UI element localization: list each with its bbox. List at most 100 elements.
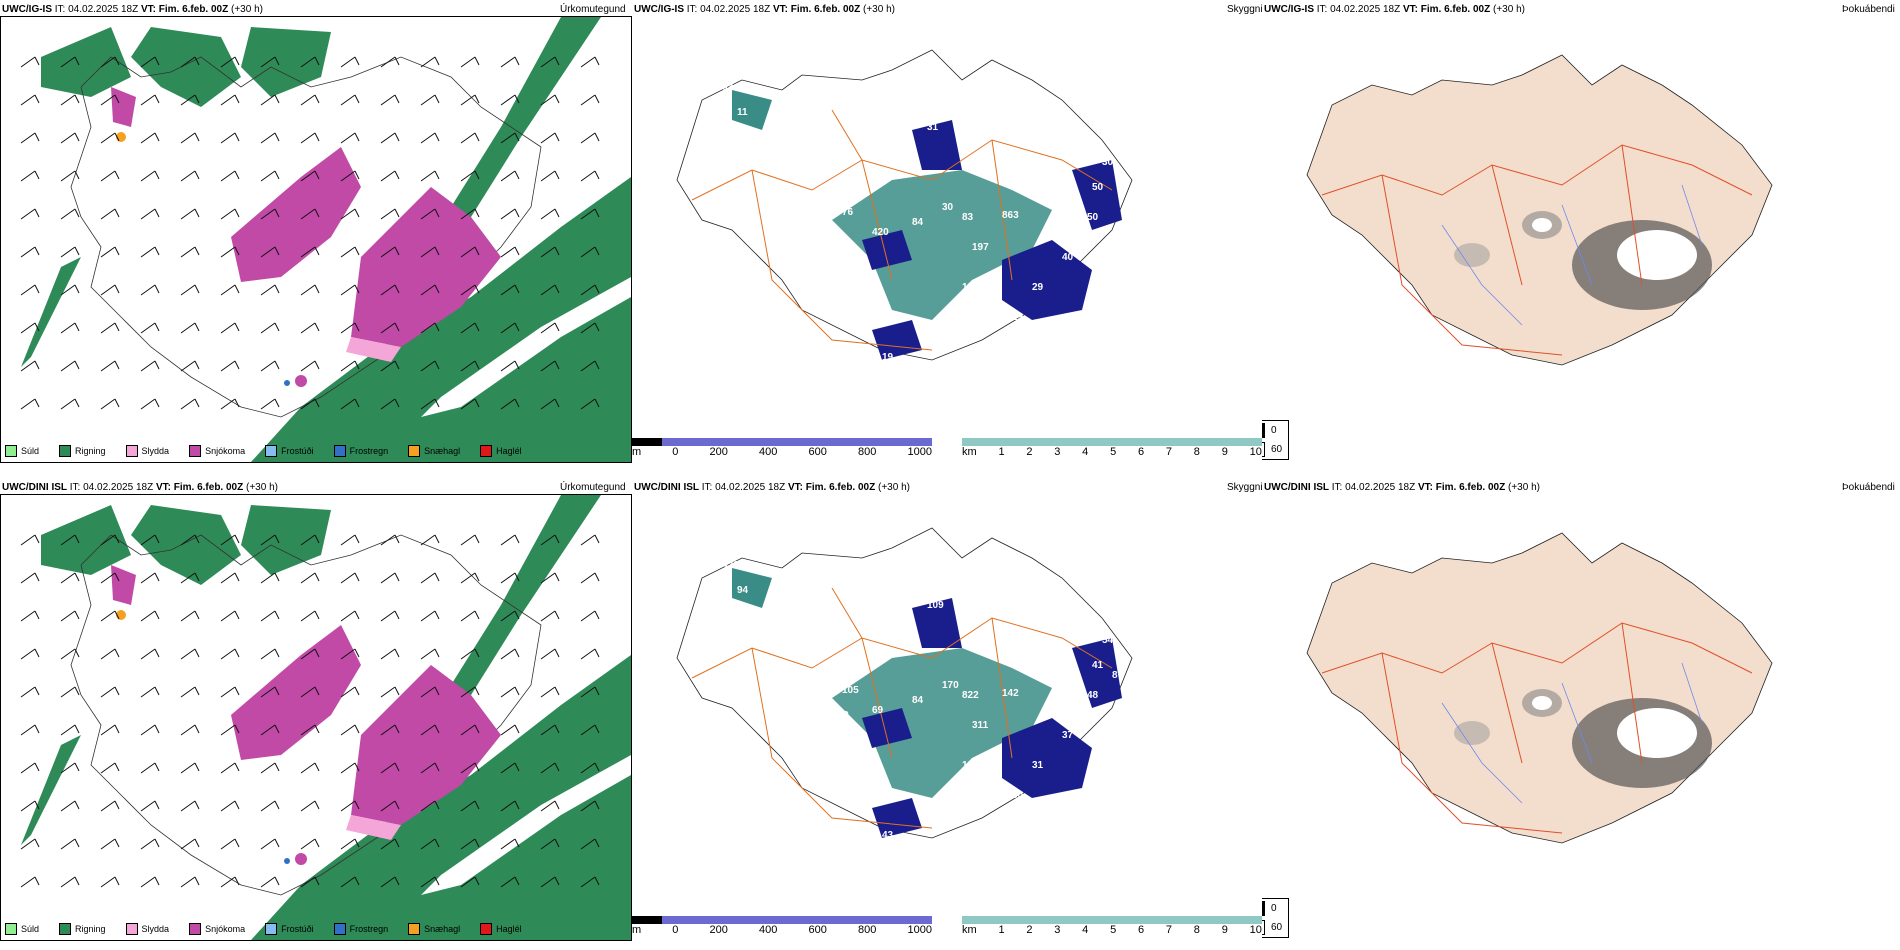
wind-barb-flag	[554, 534, 560, 544]
low-visibility-area	[832, 648, 1052, 798]
legend-swatch	[408, 923, 421, 935]
wind-barb-flag	[34, 170, 40, 180]
wind-barb-flag	[74, 284, 80, 294]
low-ceiling-s	[872, 320, 922, 360]
wind-barb	[340, 648, 356, 660]
road-network	[691, 109, 1113, 351]
wind-barb-flag	[514, 208, 520, 218]
wind-barb	[100, 610, 116, 622]
ceiling-label: 43	[882, 830, 894, 841]
wind-barb	[540, 610, 556, 622]
scale-tick: 1	[998, 924, 1005, 936]
wind-barb	[340, 246, 356, 258]
wind-barb	[300, 208, 316, 220]
ceiling-label: 84	[912, 695, 924, 706]
wind-barb	[340, 284, 356, 296]
wind-barb-flag	[314, 572, 320, 582]
wind-barb	[180, 284, 196, 296]
wind-barb-flag	[434, 534, 440, 544]
wind-barb	[420, 838, 436, 850]
wind-barb	[420, 800, 436, 812]
wind-barb-flag	[154, 170, 160, 180]
fog-road-network	[1321, 622, 1753, 834]
ceiling-label: 420	[872, 227, 889, 238]
wind-barb-flag	[154, 56, 160, 66]
wind-barb-flag	[554, 800, 560, 810]
wind-barb	[60, 686, 76, 698]
rain-area-north	[131, 27, 241, 107]
wind-barb-flag	[74, 648, 80, 658]
wind-barb	[60, 876, 76, 888]
wind-barb	[340, 170, 356, 182]
legend-swatch	[333, 445, 346, 457]
wind-barb	[340, 94, 356, 106]
wind-barb-flag	[34, 284, 40, 294]
wind-barb-flag	[354, 398, 360, 408]
legend-swatch	[125, 445, 138, 457]
wind-barb	[180, 398, 196, 410]
wind-barb-flag	[514, 56, 520, 66]
scale-tick: 7	[1165, 924, 1173, 936]
wind-barb	[460, 838, 476, 850]
wind-barb	[20, 648, 36, 660]
wind-barb-flag	[194, 800, 200, 810]
model-name: UWC/IG-IS	[1264, 4, 1314, 15]
wind-barb	[580, 610, 596, 622]
precip-legend-item: Frostúði	[265, 445, 314, 457]
wind-barb	[140, 648, 156, 660]
legend-label: Rigning	[75, 446, 106, 456]
wind-barb	[140, 800, 156, 812]
wind-barb-flag	[74, 610, 80, 620]
ceiling-label: 50	[1092, 182, 1104, 193]
ceiling-label: 107	[902, 640, 919, 651]
fog-legend: 0 60	[1262, 420, 1289, 460]
wind-barb	[340, 398, 356, 410]
wind-barb-flag	[114, 170, 120, 180]
wind-barb	[60, 648, 76, 660]
precip-legend-item: Slydda	[125, 445, 169, 457]
wind-barb	[380, 56, 396, 68]
wind-barb-flag	[594, 94, 600, 104]
wind-barb-flag	[274, 534, 280, 544]
wind-barb	[380, 762, 396, 774]
wind-barb-flag	[74, 246, 80, 256]
wind-barb	[140, 686, 156, 698]
scale-unit: km	[962, 924, 977, 936]
fog-legend-label: 60	[1271, 922, 1283, 933]
wind-barb	[580, 762, 596, 774]
vt-label: VT:	[155, 482, 171, 493]
wind-barb-flag	[194, 56, 200, 66]
wind-barb	[140, 246, 156, 258]
legend-swatch	[189, 923, 202, 935]
wind-barb-flag	[434, 284, 440, 294]
wind-barb	[20, 724, 36, 736]
ceiling-label: 41	[1092, 660, 1104, 671]
road-network	[691, 587, 1113, 829]
it-value: 04.02.2025 18Z	[83, 482, 154, 493]
wind-barb	[500, 648, 516, 660]
wind-barb-flag	[434, 648, 440, 658]
wind-barb	[380, 800, 396, 812]
wind-barb-flag	[554, 56, 560, 66]
snow-area-central	[231, 625, 361, 760]
wind-barb-flag	[554, 724, 560, 734]
wind-barb	[20, 876, 36, 888]
wind-barb	[380, 246, 396, 258]
wind-barb-flag	[594, 876, 600, 886]
wind-barb-flag	[314, 398, 320, 408]
wind-barb-flag	[194, 284, 200, 294]
wind-barb	[460, 610, 476, 622]
wind-barb	[220, 610, 236, 622]
wind-barb-flag	[394, 170, 400, 180]
wind-barb	[100, 686, 116, 698]
wind-barb-flag	[434, 132, 440, 142]
wind-barb-flag	[354, 208, 360, 218]
wind-barb-flag	[314, 170, 320, 180]
wind-barb-flag	[234, 610, 240, 620]
wind-barb	[220, 534, 236, 546]
wind-barb-flag	[554, 360, 560, 370]
wind-barb	[580, 322, 596, 334]
legend-swatch	[265, 923, 278, 935]
wind-barb	[100, 762, 116, 774]
